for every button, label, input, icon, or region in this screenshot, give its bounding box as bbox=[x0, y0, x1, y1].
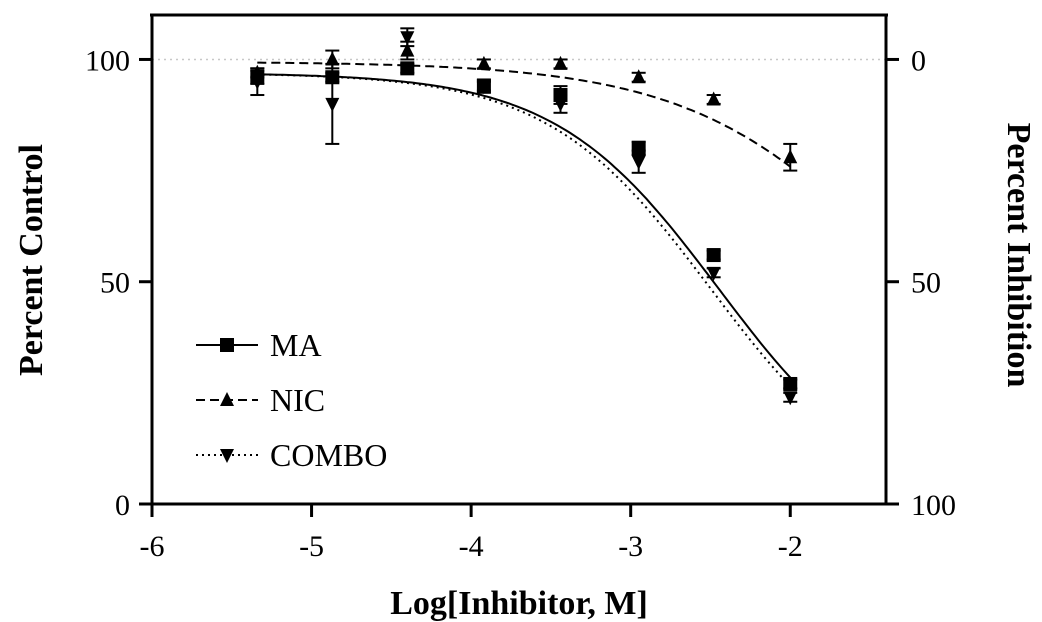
marker-combo bbox=[325, 97, 340, 112]
y-tick-label: 50 bbox=[100, 267, 130, 300]
y2-tick-label: 50 bbox=[911, 267, 941, 300]
marker-ma bbox=[325, 70, 340, 85]
legend-label-nic: NIC bbox=[270, 382, 325, 418]
legend-marker-ma bbox=[220, 338, 234, 352]
x-tick-label: -5 bbox=[299, 530, 324, 563]
marker-combo bbox=[250, 75, 265, 90]
marker-combo bbox=[553, 97, 568, 112]
marker-combo bbox=[400, 31, 415, 46]
marker-nic bbox=[325, 51, 340, 66]
marker-ma bbox=[706, 248, 721, 263]
y-tick-label: 100 bbox=[85, 44, 130, 77]
marker-nic bbox=[553, 55, 568, 70]
fit-curves bbox=[257, 61, 792, 387]
y-tick-label: 0 bbox=[115, 489, 130, 522]
x-tick-label: -4 bbox=[459, 530, 484, 563]
y-axis-title: Percent Control bbox=[13, 144, 50, 376]
ticks: -6 -5 -4 -3 -2 0 50 100 0 50 100 bbox=[85, 44, 956, 563]
x-tick-label: -6 bbox=[140, 530, 165, 563]
legend-label-combo: COMBO bbox=[270, 437, 387, 473]
marker-ma bbox=[631, 141, 646, 156]
marker-nic bbox=[783, 149, 798, 164]
marker-nic bbox=[476, 55, 491, 70]
legend-marker-nic bbox=[220, 392, 234, 406]
legend-marker-combo bbox=[220, 449, 234, 463]
marker-nic bbox=[706, 91, 721, 106]
x-tick-label: -2 bbox=[778, 530, 803, 563]
fit-curve-ma bbox=[257, 73, 792, 379]
marker-nic bbox=[400, 42, 415, 57]
y2-tick-label: 0 bbox=[911, 44, 926, 77]
legend-label-ma: MA bbox=[270, 327, 322, 363]
axes bbox=[150, 13, 888, 506]
marker-combo bbox=[476, 80, 491, 95]
marker-combo bbox=[706, 266, 721, 281]
fit-curve-combo bbox=[257, 73, 792, 387]
marker-nic bbox=[250, 64, 265, 79]
y2-axis-title: Percent Inhibition bbox=[1000, 123, 1037, 388]
legend: MA NIC COMBO bbox=[196, 327, 387, 473]
marker-nic bbox=[631, 69, 646, 84]
error-bars bbox=[250, 27, 798, 403]
marker-combo bbox=[631, 155, 646, 170]
x-tick-label: -3 bbox=[618, 530, 643, 563]
marker-ma bbox=[400, 61, 415, 76]
fit-curve-nic bbox=[257, 61, 791, 168]
marker-ma bbox=[783, 376, 798, 391]
marker-combo bbox=[783, 391, 798, 406]
x-axis-title: Log[Inhibitor, M] bbox=[390, 585, 648, 622]
data-markers bbox=[250, 31, 798, 406]
y2-tick-label: 100 bbox=[911, 489, 956, 522]
